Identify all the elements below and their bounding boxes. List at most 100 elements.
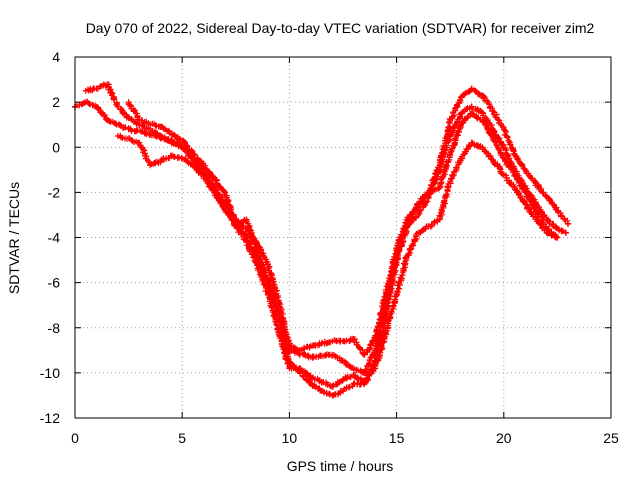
series-trace-segment [436,118,453,168]
data-point-marker [554,234,561,241]
series-trace-segment [511,172,529,194]
series-trace-segment [490,137,508,161]
series-trace-segment [105,117,132,132]
series-trace-segment [532,182,549,200]
data-series [72,81,572,399]
series-trace-segment [500,171,518,190]
series-trace-segment [501,126,517,157]
series-trace-segment [297,370,314,386]
series-trace-segment [126,114,141,127]
series-trace-segment [319,338,334,347]
series-trace-segment [458,85,475,100]
series-trace-segment [200,174,216,194]
y-tick-label: -4 [48,230,61,246]
series-trace-segment [427,185,442,196]
series-trace-segment [545,195,560,213]
series-trace-segment [125,100,141,123]
x-tick-label: 20 [496,430,512,446]
y-tick-label: -12 [40,410,60,426]
y-tick-label: -6 [48,275,61,291]
series-trace-segment [502,156,517,176]
series-trace-segment [448,157,464,182]
series-trace-segment [532,208,550,231]
series-trace-segment [330,352,356,371]
series-track-4 [125,99,561,377]
series-trace-segment [512,186,528,206]
series-trace-segment [191,163,207,178]
series-track-3 [114,132,561,390]
y-tick-label: 4 [52,49,60,65]
data-point-marker [490,108,497,115]
series-trace-segment [555,208,571,227]
series-trace-segment [351,336,368,358]
series-trace-segment [264,263,282,304]
data-point-marker [562,229,569,236]
series-trace-segment [275,331,293,370]
series-trace-segment [479,144,496,163]
series-trace-segment [393,222,410,257]
series-trace-segment [394,253,410,296]
series-trace-segment [243,218,260,253]
series-trace-segment [298,343,313,354]
series-trace-segment [436,180,454,222]
series-trace-segment [523,201,540,221]
series-trace-segment [479,118,496,140]
series-trace-segment [448,111,464,138]
series-trace-segment [544,225,560,240]
series-trace-segment [500,145,518,172]
grid-lines [75,57,611,418]
data-point-marker [436,184,443,191]
series-trace-segment [361,366,377,385]
series-trace-segment [221,191,238,229]
x-tick-label: 0 [71,430,79,446]
series-trace-segment [437,151,453,190]
series-trace-segment [105,81,121,110]
series-trace-segment [181,156,195,168]
series-trace-segment [115,103,131,121]
x-tick-label: 15 [389,430,405,446]
series-trace-segment [243,239,260,266]
series-trace-segment [94,81,109,92]
series-trace-segment [264,279,293,353]
y-tick-label: -10 [40,365,60,381]
series-trace-segment [490,159,506,178]
series-trace-segment [512,152,528,172]
x-tick-label: 5 [178,430,186,446]
series-trace-segment [158,123,183,143]
y-tick-label: 2 [52,94,60,110]
series-trace-segment [372,330,390,369]
y-tick-label: -2 [48,184,61,200]
series-trace-segment [382,292,400,334]
chart-title: Day 070 of 2022, Sidereal Day-to-day VTE… [86,20,595,36]
series-trace-segment [458,111,475,127]
x-tick-label: 25 [603,430,619,446]
series-trace-segment [94,104,110,122]
series-trace-segment [523,168,539,186]
series-trace-segment [319,387,334,398]
series-trace-segment [405,201,421,226]
series-trace-segment [446,96,464,122]
series-trace-segment [362,349,378,376]
x-tick-label: 10 [282,430,298,446]
series-trace-segment [265,292,282,335]
series-trace-segment [382,254,400,307]
series-trace-segment [286,347,312,361]
series-trace-segment [127,125,153,138]
series-trace-segment [480,93,496,114]
series-trace-segment [212,190,228,209]
series-trace-segment [135,139,154,168]
y-tick-label: -8 [48,320,61,336]
series-trace-segment [297,366,314,380]
series-trace-segment [405,231,420,259]
series-trace-segment [309,351,335,361]
y-axis-label: SDTVAR / TECUs [6,182,22,294]
series-trace-segment [372,303,390,354]
series-trace-segment [254,249,270,282]
y-tick-label: 0 [52,139,60,155]
series-trace-segment [201,162,228,195]
axis-tick-labels: 0 5 10 15 20 25 -12 -10 -8 -6 -4 -2 0 2 4 [40,49,619,446]
series-trace-segment [180,137,206,168]
series-trace-segment [523,190,538,212]
axis-ticks [74,56,612,419]
